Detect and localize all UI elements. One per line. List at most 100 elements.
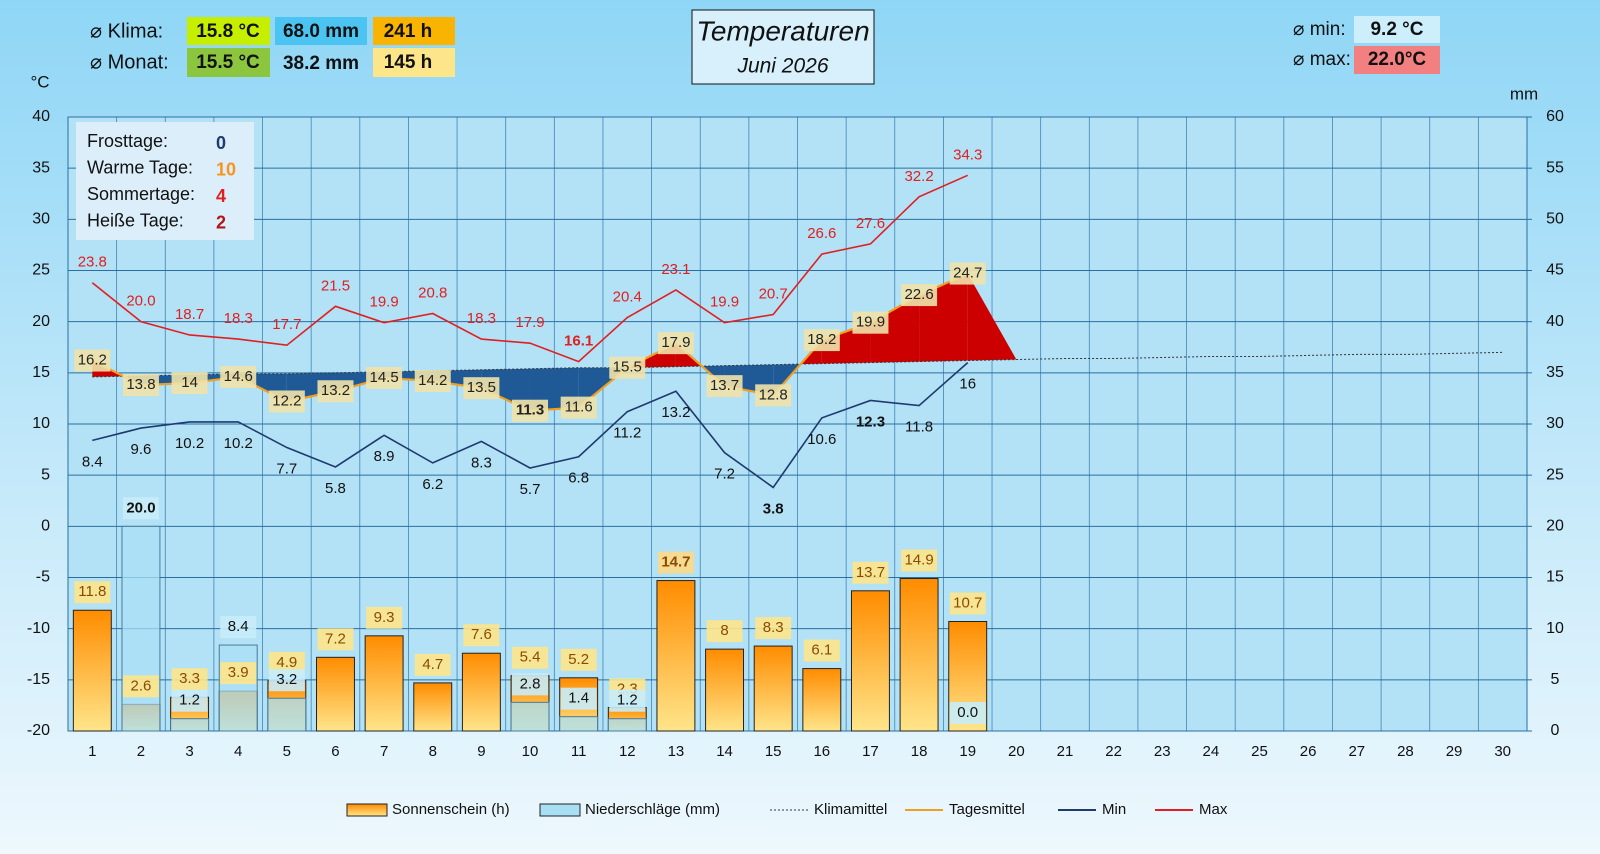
value-label: 1.2 bbox=[179, 692, 200, 709]
value-label: 11.8 bbox=[905, 419, 933, 436]
monat-sun: 145 h bbox=[384, 52, 433, 73]
value-label: 8.4 bbox=[228, 618, 249, 635]
y2-tick-label: 30 bbox=[1546, 415, 1564, 432]
value-label-box bbox=[949, 592, 986, 615]
value-label: 20.7 bbox=[759, 285, 788, 302]
y2-tick-label: 50 bbox=[1546, 211, 1564, 228]
x-tick-label: 10 bbox=[522, 743, 539, 760]
x-tick-label: 6 bbox=[331, 743, 339, 760]
y2-tick-label: 45 bbox=[1546, 262, 1564, 279]
anomaly-fill bbox=[967, 273, 1017, 361]
y-tick-label: -5 bbox=[36, 569, 50, 586]
value-label-box bbox=[268, 669, 305, 692]
value-label: 2.8 bbox=[520, 675, 541, 692]
line-klimamittel bbox=[92, 351, 1503, 378]
sunshine-bar bbox=[413, 682, 453, 732]
sunshine-bar bbox=[705, 648, 745, 732]
min-box bbox=[1354, 16, 1440, 43]
value-label: 21.5 bbox=[321, 277, 350, 294]
value-label: 14 bbox=[181, 374, 198, 391]
value-label-box bbox=[220, 616, 257, 639]
klima-rain: 68.0 mm bbox=[283, 21, 359, 42]
value-label: 10.7 bbox=[953, 594, 982, 611]
monat-temp-box bbox=[187, 48, 270, 77]
value-label: 14.5 bbox=[370, 369, 399, 386]
count-value: 4 bbox=[216, 186, 226, 206]
count-label: Frosttage: bbox=[87, 131, 168, 151]
value-label: 14.6 bbox=[224, 368, 253, 385]
x-tick-label: 11 bbox=[571, 743, 587, 760]
value-label: 0.0 bbox=[957, 704, 978, 721]
value-label: 17.9 bbox=[661, 334, 690, 351]
sunshine-bar bbox=[316, 656, 355, 732]
max-value: 22.0°C bbox=[1368, 49, 1427, 70]
value-label: 3.2 bbox=[276, 671, 297, 688]
value-label: 32.2 bbox=[904, 168, 933, 185]
value-label-box bbox=[609, 356, 646, 379]
y2-tick-label: 20 bbox=[1546, 518, 1564, 535]
y2-tick-label: 5 bbox=[1551, 671, 1560, 688]
value-label: 11.8 bbox=[78, 583, 106, 600]
value-label: 11.6 bbox=[565, 399, 593, 416]
value-label: 14.2 bbox=[418, 372, 447, 389]
x-tick-label: 14 bbox=[716, 743, 733, 760]
value-label: 20.4 bbox=[613, 289, 642, 306]
y-tick-label: 15 bbox=[32, 364, 50, 381]
count-label: Heiße Tage: bbox=[87, 210, 184, 230]
value-label: 6.1 bbox=[811, 642, 832, 659]
value-label-box bbox=[852, 311, 889, 334]
x-tick-label: 24 bbox=[1203, 743, 1220, 760]
monat-label: ⌀ Monat: bbox=[90, 51, 169, 73]
x-tick-label: 8 bbox=[429, 743, 437, 760]
x-tick-label: 21 bbox=[1057, 743, 1074, 760]
value-label-box bbox=[949, 262, 986, 285]
sunshine-bar bbox=[656, 580, 696, 732]
y-tick-label: 30 bbox=[32, 211, 50, 228]
y-tick-label: -20 bbox=[27, 722, 50, 739]
value-label: 3.3 bbox=[179, 670, 200, 687]
value-label: 22.6 bbox=[904, 286, 933, 303]
value-label: 18.7 bbox=[175, 306, 204, 323]
x-tick-label: 1 bbox=[88, 743, 96, 760]
y2-tick-label: 0 bbox=[1551, 722, 1560, 739]
y-tick-label: 10 bbox=[32, 415, 50, 432]
value-label: 20.0 bbox=[126, 499, 155, 516]
y2-tick-label: 55 bbox=[1546, 159, 1564, 176]
value-label: 18.2 bbox=[807, 331, 836, 348]
value-label-box bbox=[74, 581, 111, 604]
value-label-box bbox=[755, 384, 792, 407]
y-tick-label: 40 bbox=[32, 108, 50, 125]
value-label: 34.3 bbox=[953, 146, 982, 163]
value-label-box bbox=[220, 662, 257, 685]
value-label-box bbox=[609, 689, 646, 712]
count-value: 0 bbox=[216, 133, 226, 153]
value-label-box bbox=[706, 620, 743, 643]
legend-label: Min bbox=[1102, 801, 1126, 818]
value-label: 26.6 bbox=[807, 225, 836, 242]
value-label: 5.2 bbox=[568, 651, 589, 668]
x-tick-label: 26 bbox=[1300, 743, 1317, 760]
value-label-box bbox=[901, 549, 938, 572]
value-label: 3.8 bbox=[763, 500, 784, 517]
value-label: 24.7 bbox=[953, 265, 982, 282]
value-label: 8.3 bbox=[471, 454, 492, 471]
value-label-box bbox=[803, 329, 840, 352]
value-label: 16.2 bbox=[78, 352, 107, 369]
x-tick-label: 13 bbox=[668, 743, 685, 760]
value-label: 4.7 bbox=[422, 656, 443, 673]
value-label: 27.6 bbox=[856, 215, 885, 232]
x-tick-label: 15 bbox=[765, 743, 782, 760]
y-tick-label: -15 bbox=[27, 671, 50, 688]
y-tick-label: 35 bbox=[32, 159, 50, 176]
x-tick-label: 12 bbox=[619, 743, 636, 760]
value-label: 18.3 bbox=[467, 310, 496, 327]
value-label: 1.4 bbox=[568, 690, 589, 707]
value-label-box bbox=[268, 651, 305, 674]
value-label: 16 bbox=[959, 376, 976, 393]
value-label: 14.9 bbox=[904, 551, 933, 568]
klima-rain-box bbox=[275, 17, 367, 45]
legend-label: Niederschläge (mm) bbox=[585, 801, 720, 818]
precip-bar bbox=[267, 697, 307, 732]
x-tick-label: 9 bbox=[477, 743, 485, 760]
x-tick-label: 4 bbox=[234, 743, 242, 760]
